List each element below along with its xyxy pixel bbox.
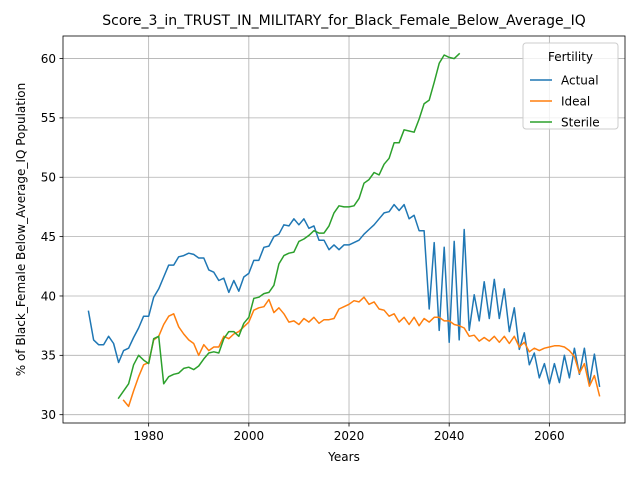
y-tick-label: 40 [41, 289, 56, 303]
y-tick-label: 55 [41, 111, 56, 125]
legend-entry-ideal: Ideal [530, 94, 590, 108]
x-tick-label: 1980 [133, 429, 164, 443]
y-gridlines [63, 58, 625, 416]
y-tick-label: 60 [41, 52, 56, 66]
y-tick-label: 35 [41, 349, 56, 363]
y-tick-label: 50 [41, 171, 56, 185]
series-lines [87, 52, 601, 408]
legend-label: Actual [561, 73, 599, 87]
y-axis-label: % of Black_Female Below_Average_IQ Popul… [14, 83, 28, 377]
y-tick-label: 45 [41, 230, 56, 244]
chart-title: Score_3_in_TRUST_IN_MILITARY_for_Black_F… [102, 13, 586, 29]
legend-entry-sterile: Sterile [530, 115, 600, 129]
legend-box [522, 42, 619, 130]
series-line-ideal [122, 296, 601, 408]
legend-title: Fertility [548, 50, 593, 64]
x-tick-label: 2000 [234, 429, 265, 443]
series-line-sterile [117, 52, 461, 400]
x-axis-label: Years [327, 450, 360, 464]
legend-label: Ideal [561, 94, 590, 108]
x-tick-label: 2020 [334, 429, 365, 443]
series-line-actual [87, 203, 601, 388]
legend-label: Sterile [561, 115, 600, 129]
legend-entry-actual: Actual [530, 73, 599, 87]
x-axis: 1980 2000 2020 2040 2060 [133, 423, 565, 443]
plot-frame [62, 35, 626, 424]
legend-entries: Actual Ideal Sterile [530, 73, 600, 129]
legend: Fertility Actual Ideal Sterile [522, 42, 619, 130]
x-tick-label: 2060 [534, 429, 565, 443]
y-axis: 30 35 40 45 50 55 60 [41, 52, 63, 422]
x-tick-label: 2040 [434, 429, 465, 443]
y-tick-label: 30 [41, 408, 56, 422]
